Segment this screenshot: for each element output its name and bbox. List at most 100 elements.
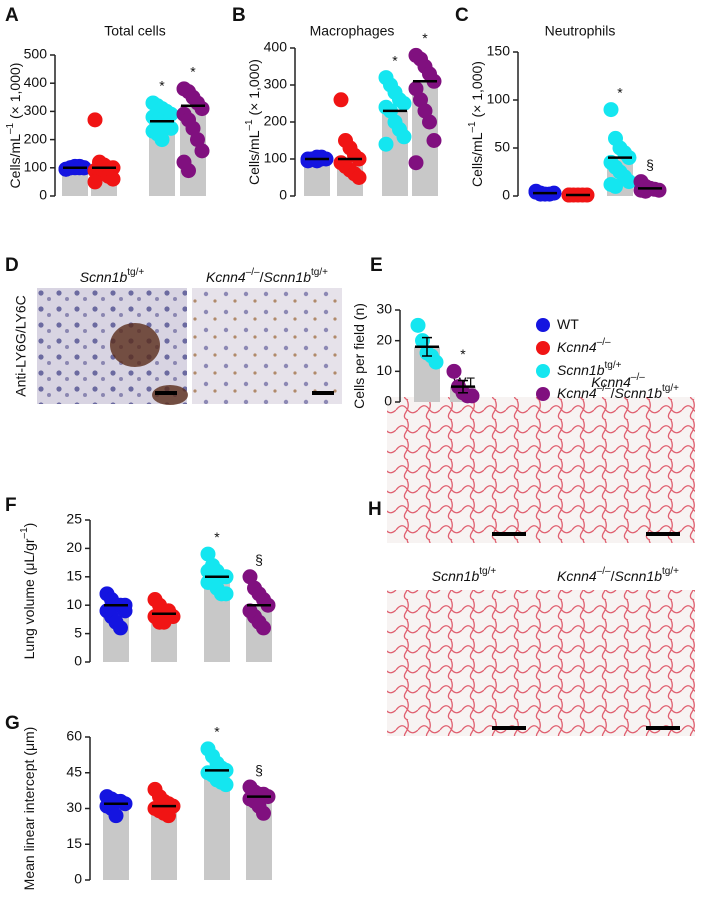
data-point: [408, 155, 424, 171]
micrograph: [387, 397, 541, 543]
data-point: [194, 143, 210, 159]
data-point: [464, 388, 480, 404]
text-part: Cells/mL: [7, 134, 23, 189]
text-part: tg/+: [662, 383, 679, 394]
y-label: Cells/mL–1 (× 1,000): [5, 63, 23, 189]
text-part: /: [611, 568, 615, 584]
y-tick-label: 5: [74, 624, 82, 640]
annotation: *: [214, 529, 220, 545]
y-label: Cells per field (n): [351, 303, 367, 409]
text-part: tg/+: [479, 566, 496, 577]
data-point: [256, 620, 271, 636]
text-part: /: [611, 385, 615, 401]
text-part: –/–: [246, 267, 260, 278]
data-point: [608, 178, 623, 194]
annotation: *: [422, 30, 428, 46]
scale-bar: [646, 726, 680, 730]
y-tick-label: 100: [24, 159, 48, 175]
y-tick-label: 10: [66, 596, 82, 612]
y-tick-label: 60: [66, 728, 82, 744]
scale-bar: [312, 391, 334, 395]
text-part: –1: [244, 119, 255, 131]
micrograph: [387, 590, 541, 736]
text-part: Lung volume (μL/gr: [21, 538, 37, 659]
text-part: Scnn1b: [432, 568, 480, 584]
text-part: –1: [19, 527, 30, 539]
scale-bar: [492, 532, 526, 536]
panel-letter: D: [5, 255, 19, 276]
scale-bar: [155, 391, 177, 395]
y-tick-label: 300: [264, 76, 288, 92]
data-point: [185, 120, 201, 136]
text-part: /: [260, 269, 264, 285]
y-tick-label: 400: [24, 74, 48, 90]
panel-letter: E: [370, 255, 383, 276]
data-point: [351, 170, 367, 185]
data-point: [396, 129, 412, 145]
text-part: Scnn1b: [615, 385, 663, 401]
legend-marker: [536, 341, 550, 355]
data-point: [218, 586, 234, 602]
text-part: Kcnn4: [206, 269, 246, 285]
chart-title: Total cells: [104, 23, 165, 39]
y-label: Cells/mL–1 (× 1,000): [244, 59, 262, 185]
data-point: [218, 777, 234, 793]
legend-label: Kcnn4–/–/Scnn1btg/+: [557, 383, 679, 401]
text-part: (× 1,000): [246, 59, 262, 119]
annotation: *: [214, 724, 220, 740]
y-tick-label: 0: [279, 187, 287, 203]
data-point: [190, 132, 205, 148]
y-label: Mean linear intercept (μm): [21, 727, 37, 891]
scale-bar: [492, 726, 526, 730]
image-label: Scnn1btg/+: [432, 566, 497, 584]
y-tick-label: 0: [74, 871, 82, 887]
data-point: [410, 317, 426, 333]
text-part: –/–: [597, 383, 611, 394]
y-tick-label: 15: [66, 568, 82, 584]
text-part: Mean linear intercept (μm): [21, 727, 37, 891]
text-part: WT: [557, 316, 579, 332]
text-part: Kcnn4: [557, 568, 597, 584]
text-part: Kcnn4: [557, 385, 597, 401]
data-point: [603, 102, 619, 118]
annotation: *: [617, 84, 623, 100]
y-tick-label: 0: [39, 187, 47, 203]
legend-label: Scnn1btg/+: [557, 360, 622, 378]
data-point: [154, 132, 170, 148]
text-part: Cells/mL: [246, 130, 262, 185]
chart-title: Macrophages: [310, 23, 395, 39]
legend-marker: [536, 387, 550, 401]
y-label: Anti-LY6G/LY6C: [13, 295, 29, 396]
y-tick-label: 150: [487, 43, 511, 59]
y-tick-label: 200: [24, 130, 48, 146]
text-part: (× 1,000): [7, 63, 23, 123]
image-label: Kcnn4–/–/Scnn1btg/+: [206, 267, 328, 285]
y-label: Lung volume (μL/gr–1): [19, 523, 37, 660]
chart-title: Neutrophils: [545, 23, 616, 39]
image-label: Scnn1btg/+: [80, 267, 145, 285]
data-point: [256, 805, 271, 821]
text-part: –/–: [597, 566, 611, 577]
micrograph: [541, 590, 695, 736]
y-tick-label: 0: [384, 393, 392, 409]
text-part: Scnn1b: [615, 568, 663, 584]
data-point: [446, 363, 462, 379]
text-part: –1: [467, 121, 478, 133]
data-point: [156, 614, 172, 630]
annotation: §: [255, 552, 263, 568]
text-part: –/–: [597, 337, 611, 348]
text-part: ): [21, 523, 37, 528]
annotation: §: [646, 156, 654, 172]
annotation: *: [392, 52, 398, 68]
text-part: tg/+: [127, 267, 144, 278]
panel-letter: G: [5, 713, 20, 734]
text-part: tg/+: [662, 566, 679, 577]
data-point: [108, 808, 124, 824]
panel-letter: H: [368, 499, 382, 520]
data-point: [428, 354, 444, 370]
data-point: [396, 96, 412, 111]
data-point: [426, 133, 442, 148]
data-point: [161, 603, 176, 619]
data-point: [242, 569, 258, 585]
legend-marker: [536, 318, 550, 332]
